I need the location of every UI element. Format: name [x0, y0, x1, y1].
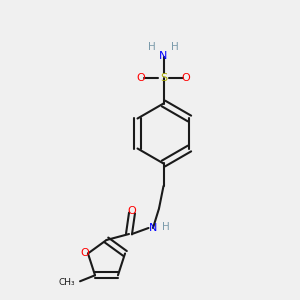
Text: N: N — [149, 223, 157, 233]
Text: O: O — [80, 248, 89, 259]
Text: S: S — [160, 73, 167, 83]
Text: H: H — [171, 42, 179, 52]
Text: H: H — [162, 221, 170, 232]
Text: CH₃: CH₃ — [59, 278, 76, 287]
Text: N: N — [159, 50, 168, 61]
Text: O: O — [136, 73, 146, 83]
Text: O: O — [128, 206, 136, 217]
Text: O: O — [182, 73, 190, 83]
Text: H: H — [148, 42, 156, 52]
